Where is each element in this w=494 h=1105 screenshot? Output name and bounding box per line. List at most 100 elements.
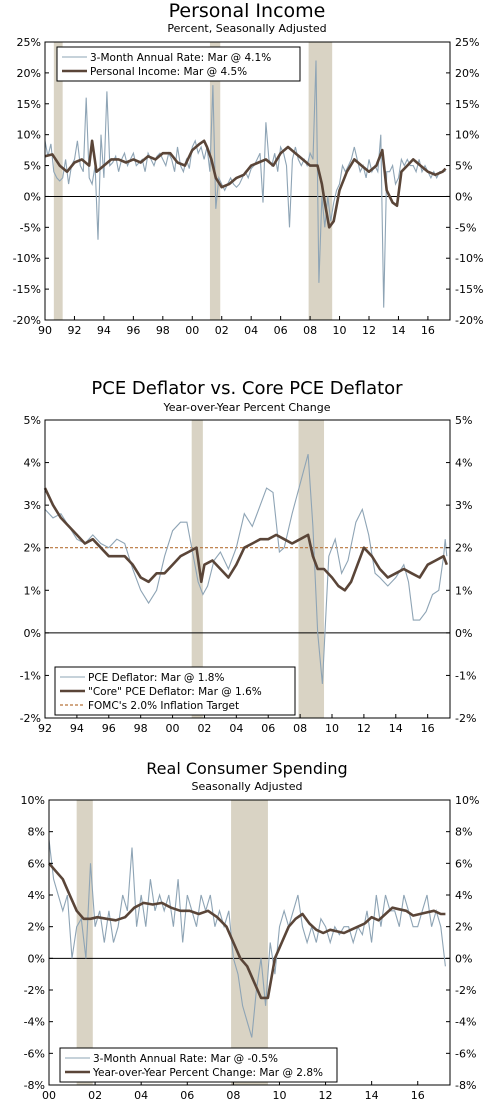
y-tick-label-right: 25% xyxy=(455,36,479,49)
y-tick-label-right: 8% xyxy=(455,826,472,839)
y-tick-label-right: -8% xyxy=(455,1079,476,1092)
x-tick-label: 08 xyxy=(226,1089,240,1102)
x-tick-label: 08 xyxy=(293,722,307,735)
y-tick-label-left: 1% xyxy=(24,584,41,597)
x-tick-label: 98 xyxy=(134,722,148,735)
legend-label: 3-Month Annual Rate: Mar @ -0.5% xyxy=(93,1053,278,1065)
y-tick-label-right: 3% xyxy=(455,499,472,512)
chart-subtitle: Year-over-Year Percent Change xyxy=(163,401,331,414)
y-tick-label-right: 5% xyxy=(455,414,472,427)
recession-band xyxy=(231,800,268,1085)
y-tick-label-right: 0% xyxy=(455,952,472,965)
y-tick-label-right: 0% xyxy=(455,190,472,203)
y-tick-label-right: 1% xyxy=(455,584,472,597)
legend-label: "Core" PCE Deflator: Mar @ 1.6% xyxy=(88,686,262,698)
chart-subtitle: Percent, Seasonally Adjusted xyxy=(167,22,327,35)
plot-frame xyxy=(48,799,451,1086)
y-tick-label-right: -10% xyxy=(455,252,483,265)
y-tick-label-left: 0% xyxy=(24,190,41,203)
y-tick-label-right: 5% xyxy=(455,160,472,173)
y-tick-label-right: 4% xyxy=(455,889,472,902)
y-tick-label-right: -5% xyxy=(455,221,476,234)
x-tick-label: 96 xyxy=(102,722,116,735)
y-tick-label-left: 5% xyxy=(24,160,41,173)
y-tick-label-left: -15% xyxy=(13,283,41,296)
x-tick-label: 02 xyxy=(197,722,211,735)
y-tick-label-left: -8% xyxy=(24,1079,45,1092)
y-tick-label-left: 2% xyxy=(28,921,45,934)
chart-subtitle: Seasonally Adjusted xyxy=(191,780,303,793)
series-line-thick xyxy=(43,487,449,592)
x-tick-label: 06 xyxy=(180,1089,194,1102)
x-tick-label: 92 xyxy=(38,722,52,735)
x-tick-label: 16 xyxy=(421,324,435,337)
series-line-thin xyxy=(48,839,446,1038)
y-tick-label-left: -2% xyxy=(20,712,41,725)
series-line-thick xyxy=(48,862,446,1000)
y-tick-label-right: -6% xyxy=(455,1047,476,1060)
y-tick-label-left: -1% xyxy=(20,669,41,682)
x-tick-label: 12 xyxy=(357,722,371,735)
x-tick-label: 16 xyxy=(411,1089,425,1102)
x-tick-label: 10 xyxy=(272,1089,286,1102)
chart-title: Personal Income xyxy=(168,0,326,22)
x-tick-label: 94 xyxy=(70,722,84,735)
x-tick-label: 92 xyxy=(67,324,81,337)
y-tick-label-right: -20% xyxy=(455,314,483,327)
recession-band xyxy=(53,42,63,320)
x-tick-label: 08 xyxy=(303,324,317,337)
y-tick-label-left: -10% xyxy=(13,252,41,265)
x-tick-label: 04 xyxy=(244,324,258,337)
x-tick-label: 96 xyxy=(126,324,140,337)
x-tick-label: 14 xyxy=(365,1089,379,1102)
x-tick-label: 04 xyxy=(229,722,243,735)
x-tick-label: 06 xyxy=(274,324,288,337)
recession-band xyxy=(76,800,93,1085)
y-tick-label-left: 15% xyxy=(17,98,41,111)
y-tick-label-left: 10% xyxy=(17,129,41,142)
x-tick-label: 14 xyxy=(389,722,403,735)
x-tick-label: 04 xyxy=(134,1089,148,1102)
y-tick-label-right: -2% xyxy=(455,712,476,725)
y-tick-label-left: 8% xyxy=(28,826,45,839)
y-tick-label-right: 4% xyxy=(455,457,472,470)
y-tick-label-left: 6% xyxy=(28,857,45,870)
x-tick-label: 12 xyxy=(362,324,376,337)
x-tick-label: 12 xyxy=(319,1089,333,1102)
x-tick-label: 10 xyxy=(325,722,339,735)
x-tick-label: 14 xyxy=(391,324,405,337)
x-tick-label: 94 xyxy=(97,324,111,337)
chart-panel-2: PCE Deflator vs. Core PCE Deflator Year-o… xyxy=(0,375,494,745)
y-tick-label-right: 10% xyxy=(455,794,479,807)
y-tick-label-left: -6% xyxy=(24,1047,45,1060)
chart-svg: 25% 25% 20% 20% 15% 15% 10% 10% 5% 5% 0% 0% -5% -5% -1… xyxy=(13,36,484,337)
chart-title: PCE Deflator vs. Core PCE Deflator xyxy=(91,378,403,399)
x-tick-label: 98 xyxy=(156,324,170,337)
legend-label: Year-over-Year Percent Change: Mar @ 2.8… xyxy=(92,1067,323,1079)
legend-label: FOMC's 2.0% Inflation Target xyxy=(88,700,239,712)
legend-label: 3-Month Annual Rate: Mar @ 4.1% xyxy=(90,52,271,64)
x-tick-label: 00 xyxy=(42,1089,56,1102)
chart-panel-1: Personal Income Percent, Seasonally Adjus… xyxy=(0,0,494,350)
x-tick-label: 00 xyxy=(166,722,180,735)
y-tick-label-left: 25% xyxy=(17,36,41,49)
series-line-thin xyxy=(44,453,448,684)
y-tick-label-right: 10% xyxy=(455,129,479,142)
y-tick-label-left: -4% xyxy=(24,1016,45,1029)
y-tick-label-right: 2% xyxy=(455,542,472,555)
chart-panel-3: Real Consumer Spending Seasonally Adjuste… xyxy=(0,755,494,1105)
y-tick-label-left: 4% xyxy=(24,457,41,470)
series-line-thick xyxy=(44,139,447,229)
chart-svg: 10% 10% 8% 8% 6% 6% 4% 4% 2% 2% 0% 0% -2% -2% -4% -4% -6… xyxy=(21,794,480,1102)
y-tick-label-right: -4% xyxy=(455,1016,476,1029)
y-tick-label-right: 6% xyxy=(455,857,472,870)
legend-label: Personal Income: Mar @ 4.5% xyxy=(90,66,247,78)
y-tick-label-right: 15% xyxy=(455,98,479,111)
y-tick-label-right: 2% xyxy=(455,921,472,934)
x-tick-label: 16 xyxy=(421,722,435,735)
x-tick-label: 06 xyxy=(261,722,275,735)
y-tick-label-left: 2% xyxy=(24,542,41,555)
plot-frame xyxy=(44,419,451,719)
x-tick-label: 02 xyxy=(88,1089,102,1102)
y-tick-label-right: -15% xyxy=(455,283,483,296)
